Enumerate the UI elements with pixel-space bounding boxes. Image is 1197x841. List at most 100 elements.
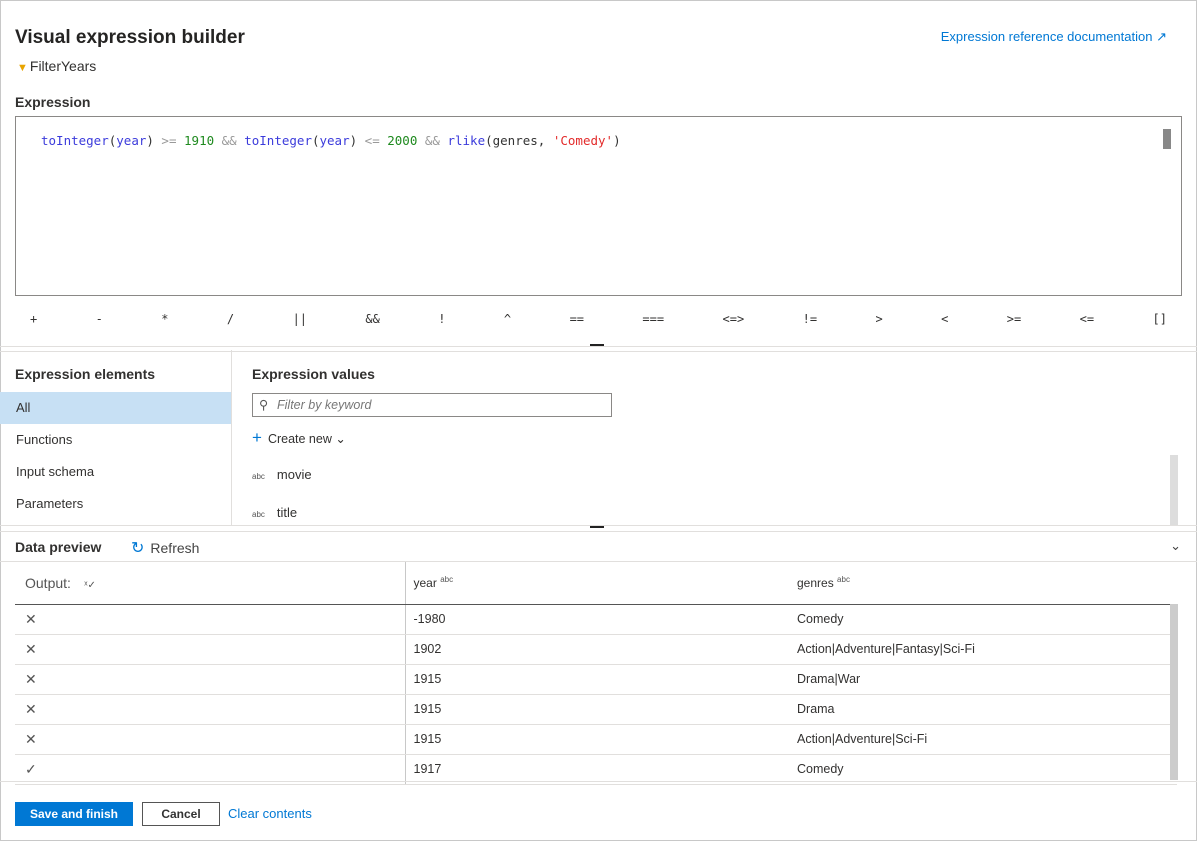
table-row: ✕ -1980 Comedy <box>15 604 1177 635</box>
clear-contents-link[interactable]: Clear contents <box>228 806 312 821</box>
element-category-all[interactable]: All <box>0 392 231 424</box>
code-token: year <box>319 133 350 148</box>
value-item[interactable]: abc movie <box>252 467 312 482</box>
table-row: ✕ 1915 Drama <box>15 694 1177 725</box>
collapse-chevron-icon[interactable]: ⌄ <box>1170 538 1181 553</box>
elements-list: All Functions Input schema Parameters <box>0 392 231 520</box>
data-preview-label: Data preview <box>15 539 102 555</box>
operator-button[interactable]: || <box>292 312 308 326</box>
code-token: (genres, <box>485 133 553 148</box>
element-category-parameters[interactable]: Parameters <box>16 496 84 511</box>
output-cell: ✕ <box>15 634 405 665</box>
genres-cell: Action|Adventure|Sci-Fi <box>789 724 1177 755</box>
table-row: ✕ 1915 Action|Adventure|Sci-Fi <box>15 724 1177 755</box>
operator-button[interactable]: / <box>226 312 235 326</box>
table-row: ✕ 1902 Action|Adventure|Fantasy|Sci-Fi <box>15 634 1177 665</box>
elements-label: Expression elements <box>15 366 156 382</box>
filter-icon: ▼ <box>17 62 28 74</box>
expression-code: toInteger(year) >= 1910 && toInteger(yea… <box>41 133 621 148</box>
check-icon: ✓ <box>25 760 37 777</box>
year-cell: 1917 <box>404 754 789 785</box>
x-icon: ✕ <box>25 730 37 747</box>
page-title: Visual expression builder <box>15 27 245 48</box>
operator-button[interactable]: + <box>30 312 38 326</box>
table-row: ✓ 1917 Comedy <box>15 754 1177 785</box>
output-cell: ✕ <box>15 724 405 755</box>
x-icon: ✕ <box>25 640 37 657</box>
operator-bar: + - * / || &&! ^ == === <=> != > < >= <=[] <box>15 312 1182 326</box>
expression-label: Expression <box>15 94 91 110</box>
doc-link[interactable]: Expression reference documentation ↗ <box>941 29 1167 45</box>
operator-button[interactable]: ^ <box>503 312 512 326</box>
operator-button[interactable]: === <box>642 312 665 326</box>
genres-cell: Comedy <box>789 754 1177 785</box>
value-item[interactable]: abc title <box>252 505 297 520</box>
element-category-functions[interactable]: Functions <box>16 432 73 447</box>
divider <box>0 351 1197 352</box>
filter-input[interactable]: ⚲ Filter by keyword <box>252 393 612 417</box>
divider <box>0 346 1197 347</box>
operator-button[interactable]: <=> <box>722 312 745 326</box>
operator-button[interactable]: * <box>161 312 169 326</box>
operator-button[interactable]: <= <box>1079 312 1095 326</box>
preview-table: Output: ˣ✓ year abc genres abc ✕ -1980 Com… <box>15 562 1177 785</box>
code-token: 'Comedy' <box>552 133 614 148</box>
values-scrollbar[interactable] <box>1170 455 1178 525</box>
table-row: ✕ 1915 Drama|War <box>15 664 1177 695</box>
save-and-finish-button[interactable]: Save and finish <box>15 802 133 826</box>
doc-link-label: Expression reference documentation <box>940 29 1153 44</box>
output-cell: ✕ <box>15 604 405 635</box>
cancel-button[interactable]: Cancel <box>142 802 220 826</box>
subtitle: FilterYears <box>29 58 97 74</box>
operator-button[interactable]: == <box>569 312 585 326</box>
year-cell: 1902 <box>404 634 789 665</box>
create-new-button[interactable]: + Create new ⌄ <box>252 428 346 448</box>
column-header-output: Output: ˣ✓ <box>15 562 405 605</box>
header-label: year <box>413 576 437 591</box>
x-icon: ✕ <box>25 670 37 687</box>
genres-cell: Action|Adventure|Fantasy|Sci-Fi <box>789 634 1177 665</box>
resize-handle[interactable] <box>590 526 604 528</box>
operator-button[interactable]: >= <box>1006 312 1022 326</box>
refresh-icon: ↻ <box>131 540 145 557</box>
header-label: Output: <box>25 574 71 591</box>
refresh-label: Refresh <box>150 540 200 556</box>
operator-button[interactable]: [] <box>1152 312 1167 326</box>
code-token: toInteger <box>244 133 312 148</box>
operator-button[interactable]: - <box>95 312 103 326</box>
plus-icon: + <box>252 428 262 447</box>
transform-name: ▼ FilterYears <box>17 58 96 74</box>
create-new-label: Create new <box>267 432 332 446</box>
x-icon: ✕ <box>25 610 37 627</box>
editor-scrollbar[interactable] <box>1163 129 1171 149</box>
element-category-input-schema[interactable]: Input schema <box>16 464 95 479</box>
code-token: year <box>116 133 147 148</box>
expression-editor[interactable]: toInteger(year) >= 1910 && toInteger(yea… <box>15 116 1182 296</box>
code-token: 1910 <box>184 133 215 148</box>
code-token: && <box>214 133 245 148</box>
table-scrollbar[interactable] <box>1170 604 1178 780</box>
type-icon: abc <box>252 472 265 481</box>
divider <box>231 350 232 525</box>
external-link-icon: ↗ <box>1156 29 1167 44</box>
code-token: ) <box>146 133 154 148</box>
year-cell: 1915 <box>404 664 789 695</box>
output-cell: ✕ <box>15 694 405 725</box>
code-token: toInteger <box>41 133 109 148</box>
code-token: ) <box>349 133 358 148</box>
values-label: Expression values <box>252 366 375 382</box>
operator-button[interactable]: != <box>802 312 818 326</box>
x-icon: ✕ <box>25 700 37 717</box>
year-cell: -1980 <box>404 604 789 635</box>
operator-button[interactable]: > <box>875 312 883 326</box>
divider <box>0 781 1197 782</box>
code-token: ( <box>108 133 117 148</box>
value-name: title <box>276 505 298 520</box>
refresh-button[interactable]: ↻ Refresh <box>131 538 199 558</box>
code-token: ( <box>311 133 320 148</box>
type-icon: abc <box>837 575 850 585</box>
operator-button[interactable]: && <box>365 312 380 326</box>
operator-button[interactable]: ! <box>438 312 446 326</box>
operator-button[interactable]: < <box>941 312 949 326</box>
resize-handle[interactable] <box>590 344 604 346</box>
